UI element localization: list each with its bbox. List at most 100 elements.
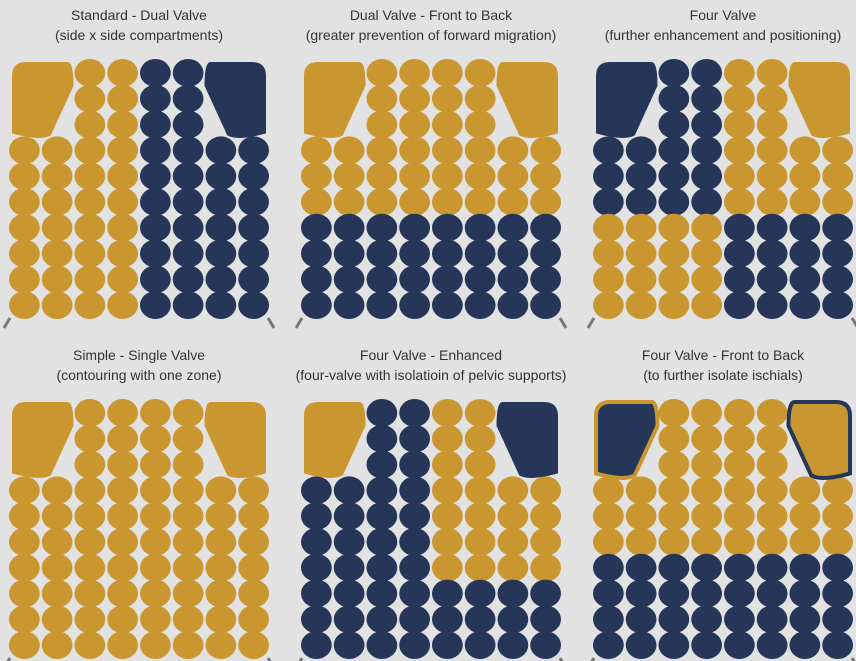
air-cell: [301, 265, 332, 294]
air-cell: [140, 136, 171, 165]
air-cell: [9, 528, 40, 556]
air-cell: [464, 110, 496, 139]
air-cell: [756, 291, 788, 319]
air-cell: [140, 291, 171, 319]
air-cell: [140, 84, 171, 113]
air-cell: [822, 136, 853, 165]
air-cell: [366, 239, 398, 268]
air-cell: [432, 239, 463, 268]
air-cell: [172, 631, 204, 659]
air-cell: [724, 291, 755, 319]
panel-subtitle: (side x side compartments): [55, 27, 223, 43]
air-cell: [658, 631, 690, 659]
air-cell: [691, 450, 722, 479]
air-cell: [691, 239, 722, 268]
air-cell: [301, 605, 332, 634]
air-cell: [107, 605, 138, 634]
air-cell: [691, 84, 722, 113]
air-cell: [205, 239, 237, 268]
air-cell: [333, 605, 365, 634]
air-cell: [333, 291, 365, 319]
air-cell: [74, 476, 106, 505]
air-cell: [399, 424, 430, 453]
air-cell: [333, 579, 365, 608]
air-cell: [74, 528, 106, 556]
air-cell: [333, 476, 365, 505]
air-cell: [172, 605, 204, 634]
air-cell: [724, 502, 755, 530]
air-cell: [107, 265, 138, 294]
air-cell: [756, 476, 788, 505]
air-cell: [464, 502, 496, 530]
air-cell: [789, 528, 821, 556]
air-cell: [464, 162, 496, 191]
air-cell: [140, 399, 171, 427]
air-cell: [107, 84, 138, 113]
air-cell: [822, 476, 853, 505]
air-cell: [41, 579, 73, 608]
air-cell: [724, 188, 755, 216]
panel: Four Valve (further enhancement and posit…: [586, 7, 856, 329]
air-cell: [366, 450, 398, 479]
air-cell: [238, 136, 269, 165]
air-cell: [756, 631, 788, 659]
air-cell: [625, 291, 657, 319]
air-cell: [172, 528, 204, 556]
air-cell: [464, 450, 496, 479]
air-cell: [107, 528, 138, 556]
air-cell: [822, 579, 853, 608]
air-cell: [724, 84, 755, 113]
air-cell: [333, 188, 365, 216]
air-cell: [756, 239, 788, 268]
air-cell: [822, 631, 853, 659]
air-cell: [530, 265, 561, 294]
air-cell: [366, 213, 398, 242]
air-cell: [107, 188, 138, 216]
air-cell: [399, 605, 430, 634]
corner-cell: [496, 402, 558, 478]
air-cell: [140, 213, 171, 242]
air-cell: [140, 239, 171, 268]
air-cell: [366, 502, 398, 530]
air-cell: [238, 605, 269, 634]
air-cell: [756, 162, 788, 191]
air-cell: [366, 110, 398, 139]
air-cell: [432, 188, 463, 216]
air-cell: [691, 424, 722, 453]
air-cell: [301, 188, 332, 216]
air-cell: [822, 265, 853, 294]
air-cell: [140, 502, 171, 530]
air-cell: [41, 213, 73, 242]
air-cell: [41, 553, 73, 582]
corner-cell: [12, 62, 74, 138]
air-cell: [464, 424, 496, 453]
air-cell: [238, 213, 269, 242]
air-cell: [464, 605, 496, 634]
air-cell: [107, 162, 138, 191]
air-cell: [74, 136, 106, 165]
air-cell: [399, 239, 430, 268]
air-cell: [593, 213, 624, 242]
air-cell: [172, 579, 204, 608]
air-cell: [41, 528, 73, 556]
air-cell: [497, 605, 529, 634]
air-cell: [140, 579, 171, 608]
air-cell: [9, 162, 40, 191]
air-cell: [172, 424, 204, 453]
panel-subtitle: (contouring with one zone): [57, 367, 222, 383]
air-cell: [593, 579, 624, 608]
air-cell: [366, 162, 398, 191]
air-cell: [9, 579, 40, 608]
air-cell: [432, 631, 463, 659]
air-cell: [756, 579, 788, 608]
air-cell: [74, 188, 106, 216]
air-cell: [464, 84, 496, 113]
air-cell: [74, 213, 106, 242]
air-cell: [301, 476, 332, 505]
air-cell: [9, 502, 40, 530]
air-cell: [822, 239, 853, 268]
air-cell: [432, 553, 463, 582]
air-cell: [497, 239, 529, 268]
air-cell: [724, 450, 755, 479]
air-cell: [691, 136, 722, 165]
